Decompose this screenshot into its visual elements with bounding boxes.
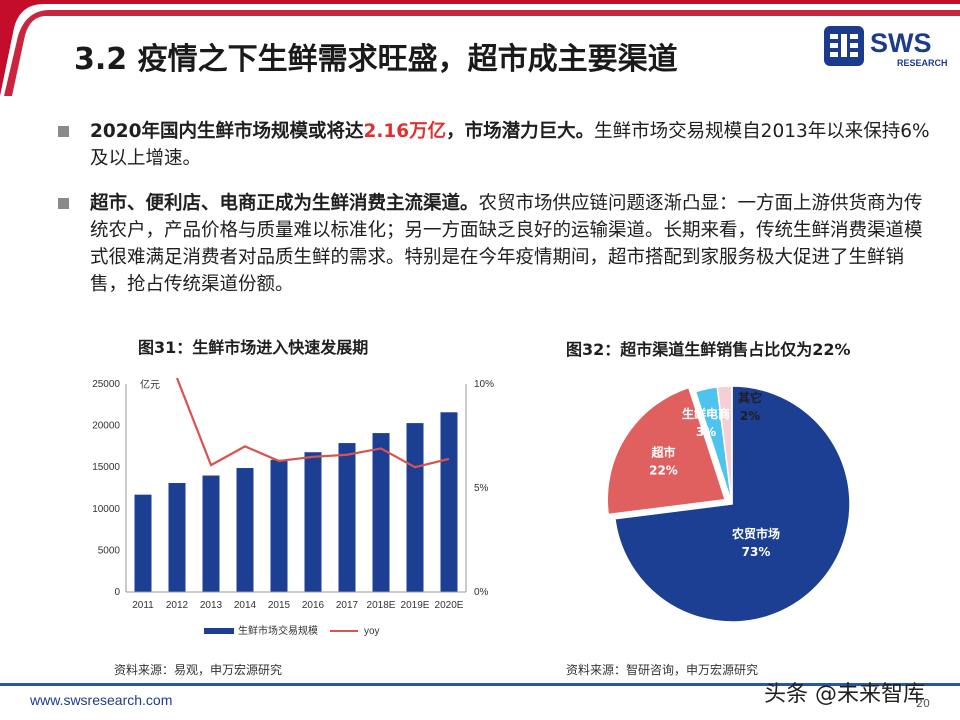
pie-label-name: 生鲜电商 bbox=[682, 406, 730, 421]
watermark: 头条 @未来智库 bbox=[764, 682, 925, 707]
page-number: 20 bbox=[916, 697, 930, 710]
x-tick-label: 2013 bbox=[200, 600, 223, 611]
pie-label-name: 超市 bbox=[650, 445, 675, 460]
bullet-body: 农贸市场供应链问题逐渐凸显：一方面上游供货商为传统农户，产品价格与质量难以标准化… bbox=[90, 193, 923, 295]
bar-2015 bbox=[270, 459, 288, 592]
right-tick-label: 5% bbox=[474, 483, 489, 494]
logo-subtext: RESEARCH bbox=[897, 58, 948, 68]
bullet-list: 2020年国内生鲜市场规模或将达2.16万亿，市场潜力巨大。生鲜市场交易规模自2… bbox=[56, 118, 936, 298]
bullet-body: 生鲜市场交易规模自2013年以来保持6%及以上增速。 bbox=[90, 121, 930, 169]
x-tick-label: 2011 bbox=[132, 600, 154, 611]
x-tick-label: 2016 bbox=[302, 600, 325, 611]
left-tick-label: 5000 bbox=[98, 545, 121, 556]
bullet-square-icon bbox=[58, 126, 69, 137]
x-tick-label: 2012 bbox=[166, 600, 189, 611]
pie-slice-超市 bbox=[606, 386, 727, 516]
pie-label-pct: 73% bbox=[742, 545, 771, 559]
pie-label-pct: 22% bbox=[649, 464, 678, 478]
right-tick-label: 0% bbox=[474, 587, 489, 598]
pie-slice-其它 bbox=[716, 385, 733, 505]
bullet-highlight: 2.16万亿 bbox=[363, 121, 447, 142]
left-tick-label: 10000 bbox=[92, 504, 120, 515]
bullet-item: 2020年国内生鲜市场规模或将达2.16万亿，市场潜力巨大。生鲜市场交易规模自2… bbox=[56, 118, 936, 172]
x-tick-label: 2017 bbox=[336, 600, 359, 611]
bar-2016 bbox=[304, 452, 322, 592]
pie-label-pct: 3% bbox=[696, 425, 716, 439]
bar-2019E bbox=[406, 423, 424, 592]
bar-2014 bbox=[236, 468, 254, 592]
bar-2011 bbox=[134, 494, 152, 592]
bar-2013 bbox=[202, 475, 220, 592]
chart32-source: 资料来源：智研咨询，申万宏源研究 bbox=[566, 663, 759, 677]
x-tick-label: 2019E bbox=[401, 600, 430, 611]
left-tick-label: 25000 bbox=[92, 379, 120, 390]
bar-2018E bbox=[372, 433, 390, 592]
pie-label-name: 农贸市场 bbox=[731, 526, 780, 541]
legend-line-label: yoy bbox=[364, 626, 380, 637]
chart31-title: 图31：生鲜市场进入快速发展期 bbox=[138, 338, 369, 357]
chart31-source: 资料来源：易观，申万宏源研究 bbox=[114, 663, 283, 677]
right-tick-label: 10% bbox=[474, 379, 494, 390]
legend-bar-label: 生鲜市场交易规模 bbox=[238, 624, 318, 637]
x-tick-label: 2020E bbox=[435, 600, 464, 611]
logo-text: SWS bbox=[870, 28, 932, 58]
sws-logo-icon bbox=[824, 26, 864, 66]
page-title: 3.2 疫情之下生鲜需求旺盛，超市成主要渠道 bbox=[74, 42, 678, 77]
bar-line-chart: 0 5000 10000 15000 20000 25000 0% 5% 10% 2011 2012… bbox=[92, 377, 494, 637]
bar-2012 bbox=[168, 483, 186, 592]
left-tick-label: 15000 bbox=[92, 462, 120, 473]
bar-2020E bbox=[440, 412, 458, 592]
x-tick-label: 2015 bbox=[268, 600, 291, 611]
footer-line bbox=[0, 683, 960, 686]
bullet-heading-tail: ，市场潜力巨大。 bbox=[446, 121, 595, 142]
x-tick-label: 2018E bbox=[367, 600, 396, 611]
x-tick-label: 2014 bbox=[234, 600, 257, 611]
chart32-title: 图32：超市渠道生鲜销售占比仅为22% bbox=[566, 340, 851, 359]
legend-bar-swatch bbox=[204, 628, 234, 634]
bullet-heading: 2020年国内生鲜市场规模或将达 bbox=[90, 121, 364, 142]
left-tick-label: 20000 bbox=[92, 421, 120, 432]
unit-label: 亿元 bbox=[140, 378, 160, 391]
footer-url[interactable]: www.swsresearch.com bbox=[30, 692, 173, 708]
bar-2017 bbox=[338, 443, 356, 592]
bullet-square-icon bbox=[58, 198, 69, 209]
left-tick-label: 0 bbox=[114, 587, 120, 598]
slide-header: 3.2 疫情之下生鲜需求旺盛，超市成主要渠道 SWS RESEARCH bbox=[0, 0, 960, 96]
pie-label-pct: 2% bbox=[740, 409, 760, 423]
bullet-item: 超市、便利店、电商正成为生鲜消费主流渠道。农贸市场供应链问题逐渐凸显：一方面上游… bbox=[56, 190, 936, 298]
pie-chart: 农贸市场 73% 超市 22% 生鲜电商 3% 其它 2% bbox=[606, 385, 851, 623]
bullet-heading: 超市、便利店、电商正成为生鲜消费主流渠道。 bbox=[90, 193, 479, 214]
pie-label-name: 其它 bbox=[738, 390, 762, 405]
